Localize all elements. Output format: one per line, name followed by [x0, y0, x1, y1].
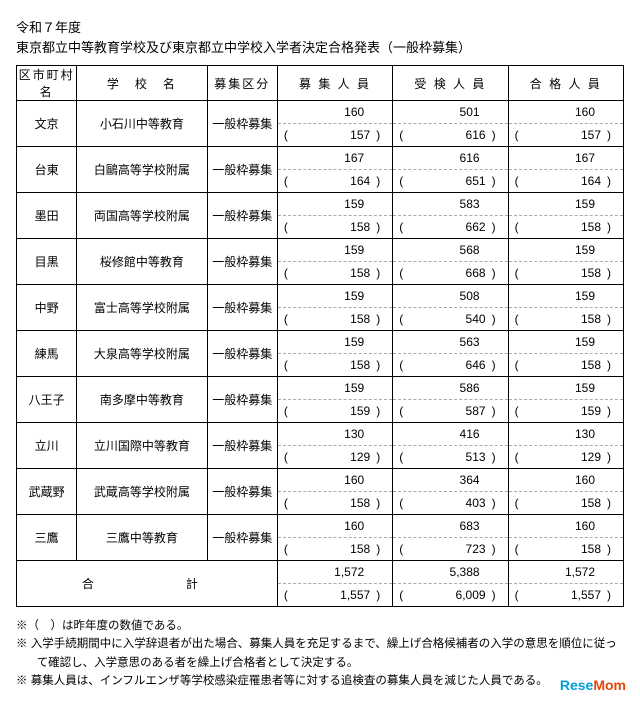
examinees-cell: 586(587) [393, 377, 508, 423]
school-cell: 白鷗高等学校附属 [77, 147, 207, 193]
passed-cell: 130(129) [508, 423, 623, 469]
passed-cell: 160(158) [508, 469, 623, 515]
total-examinees: 5,388(6,009) [393, 561, 508, 607]
passed-cell: 159(159) [508, 377, 623, 423]
ward-cell: 台東 [17, 147, 77, 193]
examinees-cell: 616(651) [393, 147, 508, 193]
school-cell: 武蔵高等学校附属 [77, 469, 207, 515]
title-line1: 令和７年度 [16, 18, 624, 38]
header-school: 学 校 名 [77, 66, 207, 101]
logo-rese: Rese [560, 677, 593, 693]
recruited-cell: 159(158) [277, 331, 392, 377]
header-passed: 合 格 人 員 [508, 66, 623, 101]
category-cell: 一般枠募集 [207, 285, 277, 331]
passed-cell: 159(158) [508, 239, 623, 285]
total-recruited: 1,572(1,557) [277, 561, 392, 607]
notes-block: ※（ ）は昨年度の数値である。※ 入学手続期間中に入学辞退者が出た場合、募集人員… [16, 617, 624, 691]
title-line2: 東京都立中等教育学校及び東京都立中学校入学者決定合格発表（一般枠募集） [16, 38, 624, 58]
school-cell: 桜修館中等教育 [77, 239, 207, 285]
recruited-cell: 159(158) [277, 239, 392, 285]
ward-cell: 文京 [17, 101, 77, 147]
total-row: 合 計1,572(1,557)5,388(6,009)1,572(1,557) [17, 561, 624, 607]
category-cell: 一般枠募集 [207, 377, 277, 423]
header-category: 募集区分 [207, 66, 277, 101]
school-cell: 立川国際中等教育 [77, 423, 207, 469]
passed-cell: 159(158) [508, 193, 623, 239]
ward-cell: 八王子 [17, 377, 77, 423]
passed-cell: 159(158) [508, 285, 623, 331]
category-cell: 一般枠募集 [207, 239, 277, 285]
examinees-cell: 416(513) [393, 423, 508, 469]
examinees-cell: 563(646) [393, 331, 508, 377]
table-row: 武蔵野武蔵高等学校附属一般枠募集160(158)364(403)160(158) [17, 469, 624, 515]
header-recruited: 募 集 人 員 [277, 66, 392, 101]
table-row: 台東白鷗高等学校附属一般枠募集167(164)616(651)167(164) [17, 147, 624, 193]
table-row: 中野富士高等学校附属一般枠募集159(158)508(540)159(158) [17, 285, 624, 331]
table-row: 目黒桜修館中等教育一般枠募集159(158)568(668)159(158) [17, 239, 624, 285]
logo-mom: Mom [593, 677, 626, 693]
ward-cell: 中野 [17, 285, 77, 331]
passed-cell: 160(157) [508, 101, 623, 147]
recruited-cell: 160(157) [277, 101, 392, 147]
school-cell: 三鷹中等教育 [77, 515, 207, 561]
note-line: ※ 入学手続期間中に入学辞退者が出た場合、募集人員を充足するまで、繰上げ合格候補… [16, 635, 624, 672]
category-cell: 一般枠募集 [207, 331, 277, 377]
school-cell: 両国高等学校附属 [77, 193, 207, 239]
table-row: 墨田両国高等学校附属一般枠募集159(158)583(662)159(158) [17, 193, 624, 239]
category-cell: 一般枠募集 [207, 193, 277, 239]
note-line: ※（ ）は昨年度の数値である。 [16, 617, 624, 635]
recruited-cell: 160(158) [277, 469, 392, 515]
passed-cell: 160(158) [508, 515, 623, 561]
category-cell: 一般枠募集 [207, 515, 277, 561]
recruited-cell: 130(129) [277, 423, 392, 469]
examinees-cell: 568(668) [393, 239, 508, 285]
category-cell: 一般枠募集 [207, 147, 277, 193]
table-row: 練馬大泉高等学校附属一般枠募集159(158)563(646)159(158) [17, 331, 624, 377]
total-label: 合 計 [17, 561, 278, 607]
table-row: 八王子南多摩中等教育一般枠募集159(159)586(587)159(159) [17, 377, 624, 423]
ward-cell: 三鷹 [17, 515, 77, 561]
table-row: 三鷹三鷹中等教育一般枠募集160(158)683(723)160(158) [17, 515, 624, 561]
category-cell: 一般枠募集 [207, 469, 277, 515]
passed-cell: 167(164) [508, 147, 623, 193]
ward-cell: 練馬 [17, 331, 77, 377]
ward-cell: 目黒 [17, 239, 77, 285]
note-line: ※ 募集人員は、インフルエンザ等学校感染症罹患者等に対する追検査の募集人員を減じ… [16, 672, 624, 690]
school-cell: 小石川中等教育 [77, 101, 207, 147]
examinees-cell: 508(540) [393, 285, 508, 331]
header-ward: 区市町村名 [17, 66, 77, 101]
category-cell: 一般枠募集 [207, 423, 277, 469]
header-examinees: 受 検 人 員 [393, 66, 508, 101]
examinees-cell: 364(403) [393, 469, 508, 515]
school-cell: 大泉高等学校附属 [77, 331, 207, 377]
ward-cell: 武蔵野 [17, 469, 77, 515]
recruited-cell: 160(158) [277, 515, 392, 561]
total-passed: 1,572(1,557) [508, 561, 623, 607]
recruited-cell: 167(164) [277, 147, 392, 193]
site-logo: ReseMom [560, 677, 626, 693]
ward-cell: 立川 [17, 423, 77, 469]
table-row: 文京小石川中等教育一般枠募集160(157)501(616)160(157) [17, 101, 624, 147]
recruited-cell: 159(158) [277, 193, 392, 239]
category-cell: 一般枠募集 [207, 101, 277, 147]
recruited-cell: 159(158) [277, 285, 392, 331]
passed-cell: 159(158) [508, 331, 623, 377]
school-cell: 南多摩中等教育 [77, 377, 207, 423]
table-row: 立川立川国際中等教育一般枠募集130(129)416(513)130(129) [17, 423, 624, 469]
examinees-cell: 583(662) [393, 193, 508, 239]
school-cell: 富士高等学校附属 [77, 285, 207, 331]
results-table: 区市町村名 学 校 名 募集区分 募 集 人 員 受 検 人 員 合 格 人 員… [16, 65, 624, 607]
examinees-cell: 501(616) [393, 101, 508, 147]
ward-cell: 墨田 [17, 193, 77, 239]
examinees-cell: 683(723) [393, 515, 508, 561]
page-title: 令和７年度 東京都立中等教育学校及び東京都立中学校入学者決定合格発表（一般枠募集… [16, 18, 624, 57]
recruited-cell: 159(159) [277, 377, 392, 423]
